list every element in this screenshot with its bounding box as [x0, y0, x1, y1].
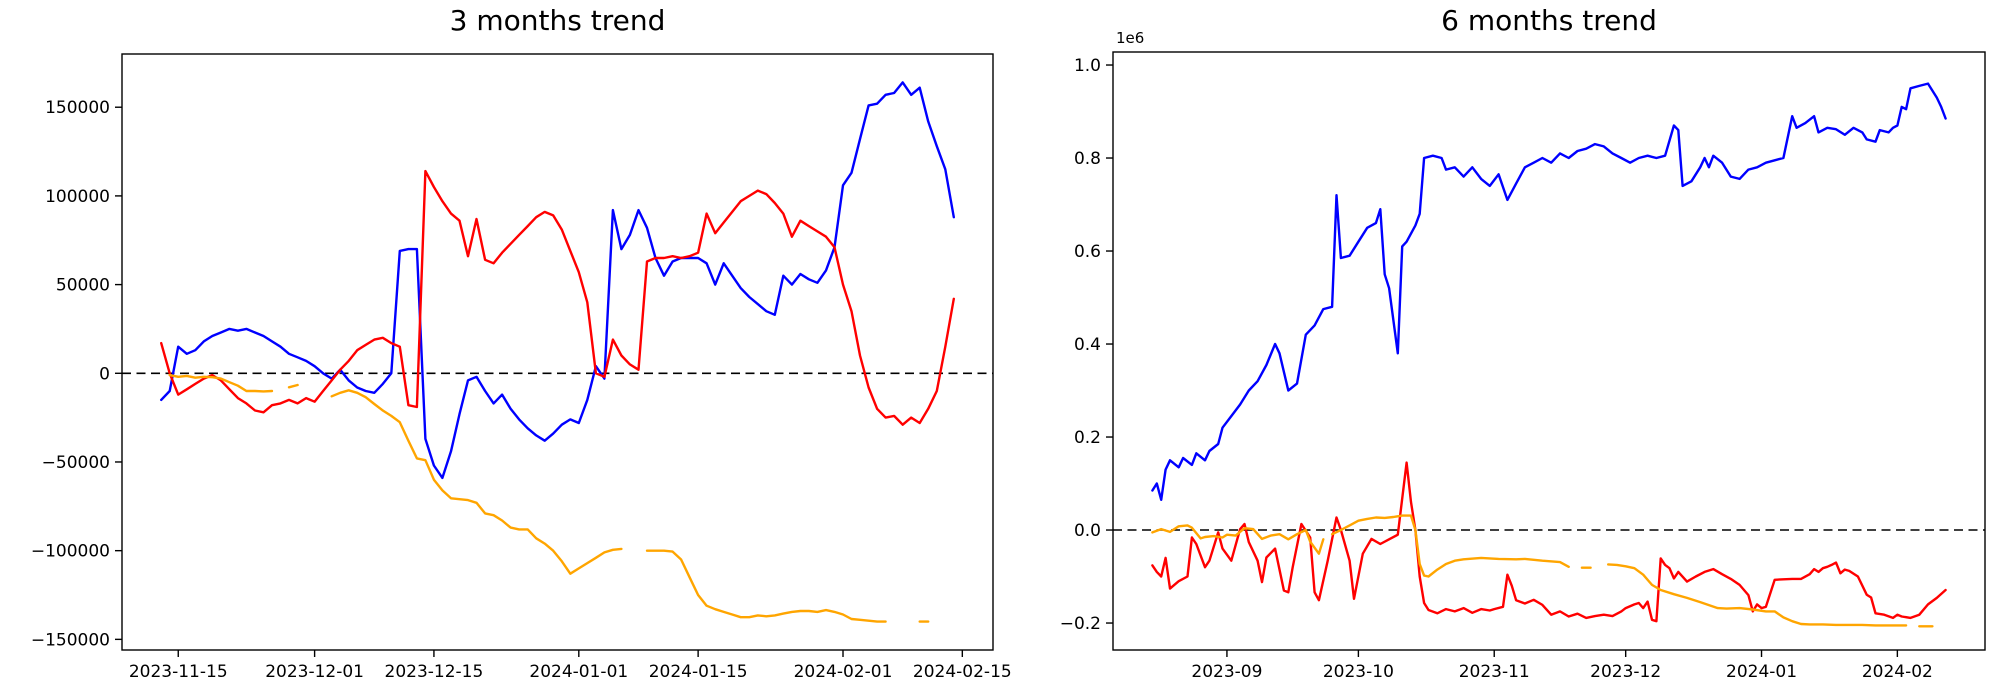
- chart-6-months-xtick-label-4: 2024-01: [1726, 662, 1797, 682]
- chart-6-months-orange-line-seg1: [1330, 514, 1570, 578]
- chart-6-months-ytick-label-0: 1.0: [1074, 56, 1101, 76]
- chart-6-months-ytick-label-5: 0.0: [1074, 521, 1101, 541]
- chart-6-months-ytick-label-6: −0.2: [1060, 614, 1101, 634]
- chart-3-months-plot-frame: [121, 53, 994, 651]
- chart-3-months-ytick-label-2: 50000: [56, 276, 110, 296]
- chart-3-months-xtick-label-2: 2023-12-15: [385, 662, 484, 682]
- chart-3-months-xtick-label-1: 2023-12-01: [265, 662, 364, 682]
- chart-6-months-ytick-label-2: 0.6: [1074, 242, 1101, 262]
- chart-3-months-ytick-label-6: −150000: [31, 630, 110, 650]
- chart-6-months-ytick-label-1: 0.8: [1074, 149, 1101, 169]
- chart-3-months-xtick-label-4: 2024-01-15: [649, 662, 748, 682]
- chart-3-months-xtick-label-5: 2024-02-01: [794, 662, 893, 682]
- chart-3-months-xtick-label-0: 2023-11-15: [129, 662, 228, 682]
- chart-6-months-red-line-seg0: [1151, 461, 1947, 623]
- chart-6-months-xtick-label-3: 2023-12: [1590, 662, 1661, 682]
- chart-3-months-ytick-label-1: 100000: [45, 187, 110, 207]
- chart-6-months-orange-line-seg3: [1607, 563, 1908, 627]
- chart-3-months-orange-line-seg2: [330, 389, 623, 575]
- chart-6-months-xtick-label-0: 2023-09: [1191, 662, 1262, 682]
- chart-3-months-orange-line-seg3: [645, 549, 887, 623]
- chart-title-3-months: 3 months trend: [449, 4, 666, 37]
- chart-6-months-ytick-label-3: 0.4: [1074, 335, 1101, 355]
- chart-3-months-blue-line-seg0: [160, 81, 955, 480]
- chart-3-months-red-line-seg0: [160, 169, 955, 426]
- chart-3-months-ytick-label-4: −50000: [42, 453, 110, 473]
- chart-6-months-xtick-label-1: 2023-10: [1323, 662, 1394, 682]
- chart-6-months-orange-line-seg0: [1151, 524, 1325, 555]
- chart-6-months-xtick-label-2: 2023-11: [1459, 662, 1530, 682]
- chart-6-months-xtick-label-5: 2024-02: [1862, 662, 1933, 682]
- chart-title-6-months: 6 months trend: [1441, 4, 1657, 37]
- chart-3-months-xtick-label-3: 2024-01-01: [529, 662, 628, 682]
- chart-3-months-ytick-label-3: 0: [99, 364, 110, 384]
- chart-3-months-xtick-label-6: 2024-02-15: [913, 662, 1012, 682]
- chart-6-months-blue-line-seg0: [1151, 82, 1947, 501]
- chart-3-months-ytick-label-5: −100000: [31, 542, 110, 562]
- chart-3-months-orange-line-seg0: [168, 373, 274, 393]
- y-axis-offset-label-1e6: 1e6: [1116, 29, 1145, 47]
- chart-6-months-plot-frame: [1112, 51, 1986, 651]
- chart-3-months-orange-line-seg1: [287, 383, 299, 389]
- chart-3-months-ytick-label-0: 150000: [45, 98, 110, 118]
- chart-6-months-ytick-label-4: 0.2: [1074, 428, 1101, 448]
